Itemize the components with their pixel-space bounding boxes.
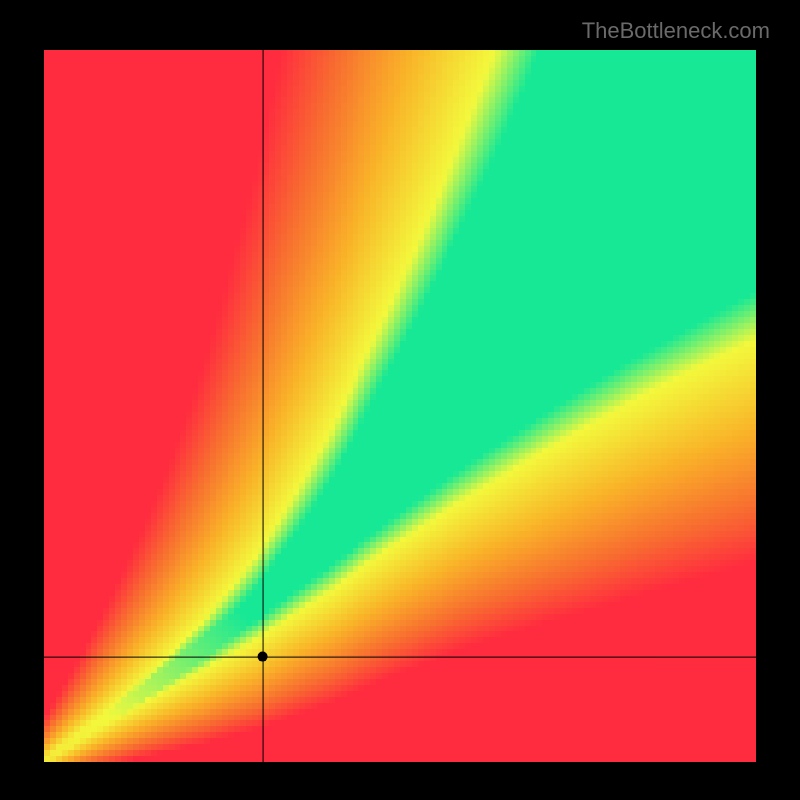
heatmap-plot <box>44 50 756 762</box>
attribution-text: TheBottleneck.com <box>582 18 770 44</box>
heatmap-canvas <box>44 50 756 762</box>
figure-container: TheBottleneck.com <box>0 0 800 800</box>
